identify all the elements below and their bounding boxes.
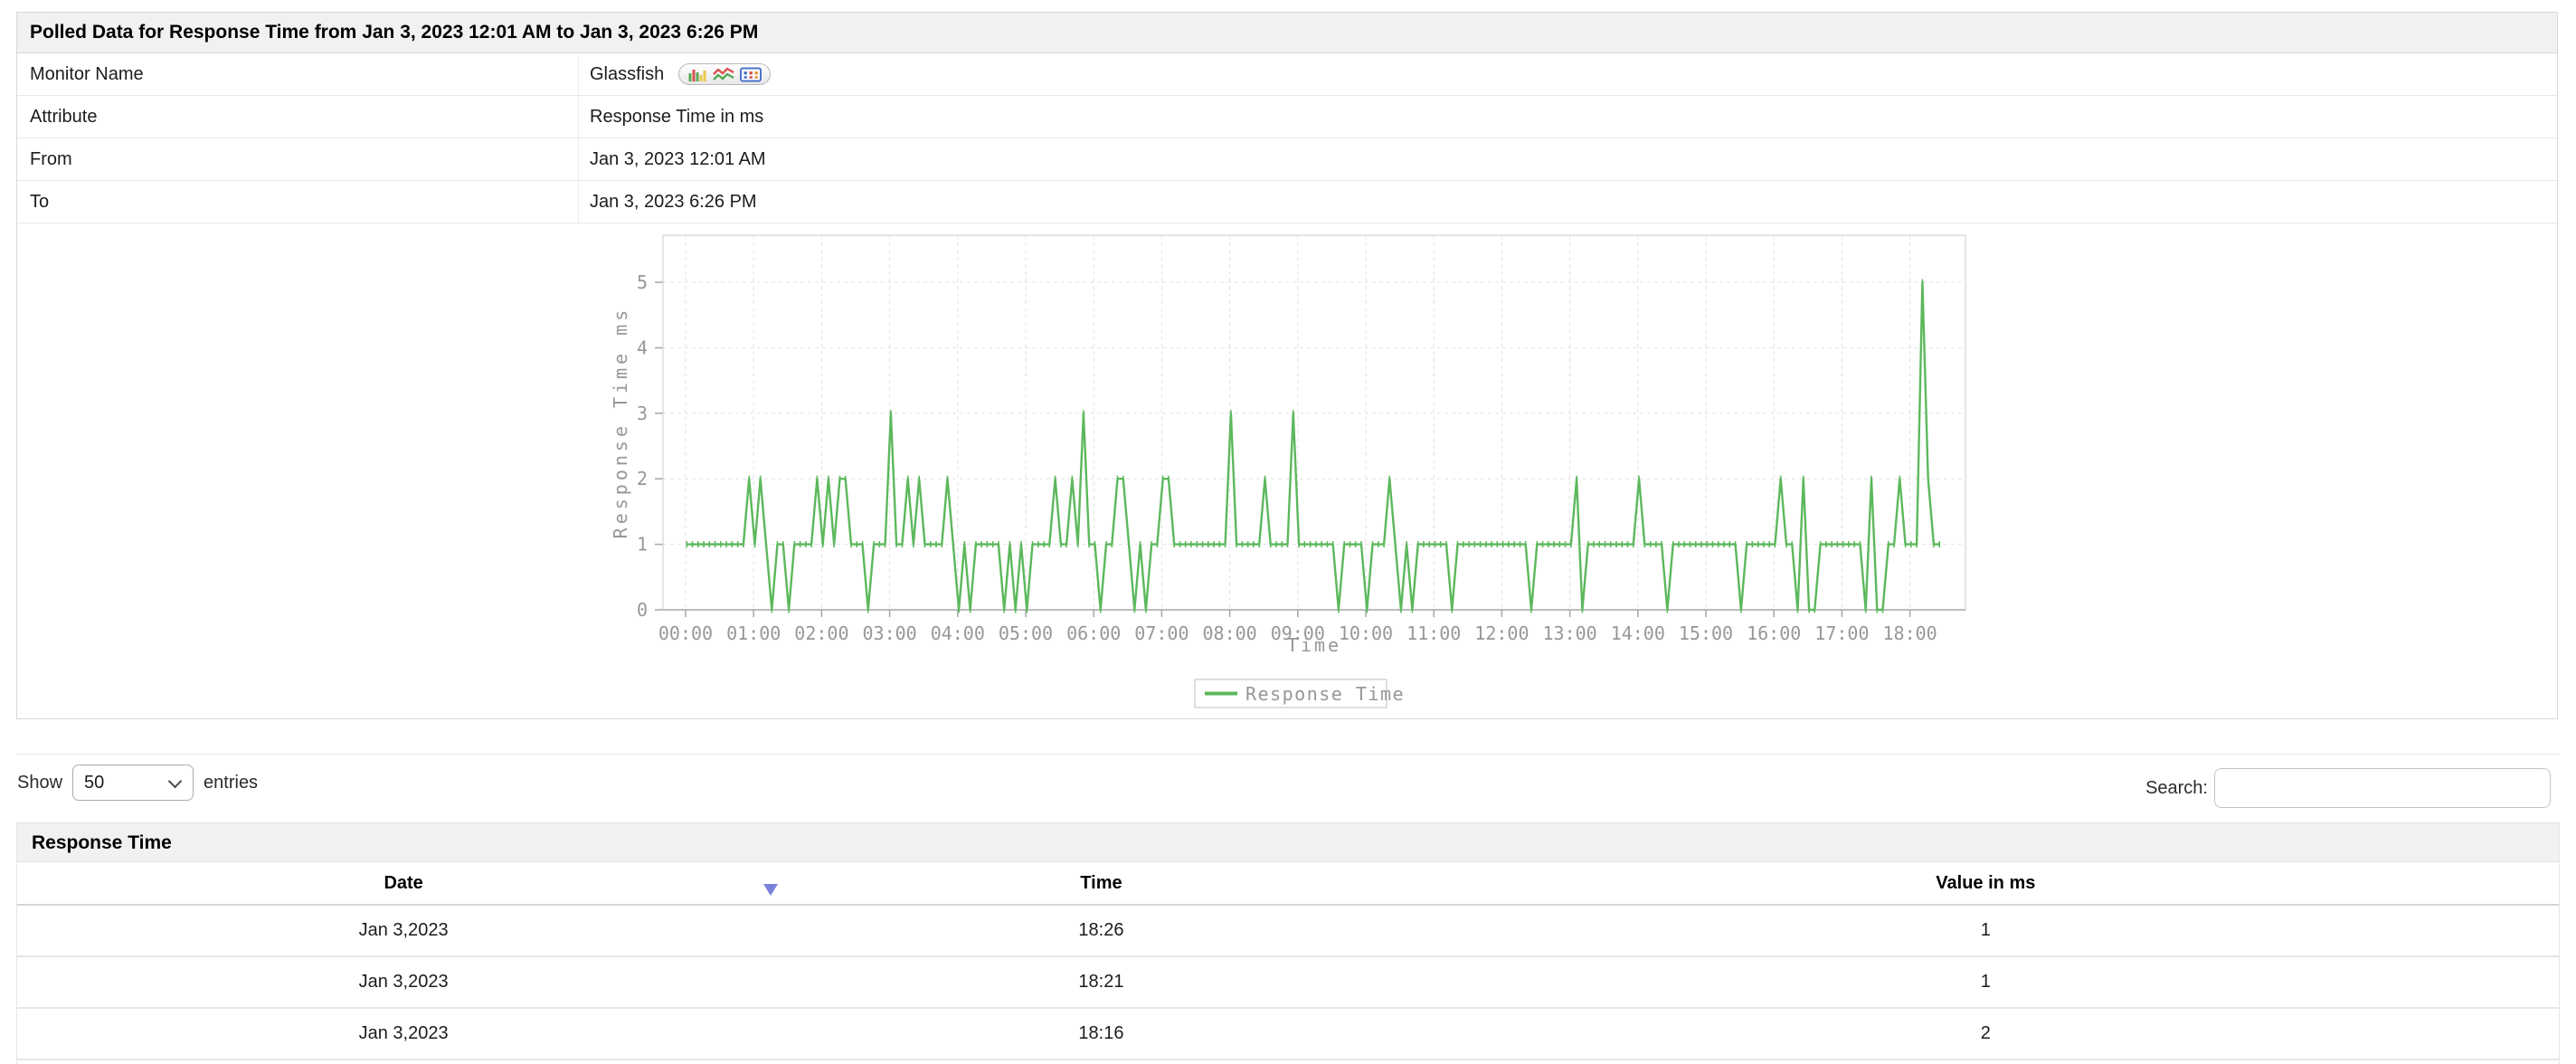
entries-select-wrap: 50	[72, 765, 194, 801]
results-section-title: Response Time	[17, 822, 2559, 862]
x-tick-label: 14:00	[1611, 622, 1665, 644]
x-tick-label: 02:00	[794, 622, 848, 644]
x-tick-label: 11:00	[1406, 622, 1461, 644]
legend-label: Response Time	[1245, 683, 1405, 705]
x-tick-label: 03:00	[862, 622, 916, 644]
table-row: Jan 3,2023 18:21 1	[17, 956, 2559, 1009]
attribute-value: Response Time in ms	[590, 106, 764, 127]
y-tick-label: 2	[637, 468, 648, 489]
x-tick-label: 04:00	[931, 622, 985, 644]
x-tick-label: 06:00	[1066, 622, 1121, 644]
cell-time: 18:16	[790, 1008, 1413, 1060]
table-header-row: Date Time Value in ms	[17, 862, 2559, 906]
y-tick-label: 5	[637, 271, 648, 293]
response-time-chart: 00:00 01:00 02:00 03:00 04:00 05:00 06:00 07:00…	[17, 223, 2557, 723]
cell-value: 1	[1412, 905, 2559, 957]
y-tick-label: 0	[637, 599, 648, 621]
info-label: Attribute	[30, 106, 98, 127]
search-control: Search:	[2145, 768, 2551, 808]
cell-time: 18:26	[790, 905, 1413, 957]
info-row-attribute: Attribute Response Time in ms	[17, 96, 2557, 138]
column-header-value[interactable]: Value in ms	[1412, 862, 2559, 906]
section-divider	[16, 754, 2560, 755]
search-input[interactable]	[2214, 768, 2551, 808]
x-tick-label: 10:00	[1339, 622, 1393, 644]
info-label: To	[30, 191, 50, 212]
info-row-monitor-name: Monitor Name Glassfish	[17, 53, 2557, 96]
data-grid-icon[interactable]	[740, 67, 762, 82]
cell-date: Jan 3,2023	[17, 1008, 791, 1060]
info-row-from: From Jan 3, 2023 12:01 AM	[17, 138, 2557, 181]
polled-data-card: Polled Data for Response Time from Jan 3…	[16, 12, 2558, 719]
to-value: Jan 3, 2023 6:26 PM	[590, 191, 757, 212]
sort-descending-icon[interactable]	[763, 884, 779, 896]
x-tick-label: 08:00	[1202, 622, 1256, 644]
chart-svg: 00:00 01:00 02:00 03:00 04:00 05:00 06:00 07:00…	[610, 234, 1966, 708]
cell-time: 18:21	[790, 956, 1413, 1009]
y-tick-label: 3	[637, 403, 648, 424]
x-tick-label: 15:00	[1679, 622, 1733, 644]
search-label: Search:	[2145, 777, 2208, 798]
x-tick-label: 18:00	[1882, 622, 1937, 644]
x-tick-label: 07:00	[1134, 622, 1189, 644]
info-row-to: To Jan 3, 2023 6:26 PM	[17, 181, 2557, 223]
column-header-time[interactable]: Time	[790, 862, 1413, 906]
x-axis-title: Time	[1287, 634, 1341, 656]
response-time-table: Date Time Value in ms Jan 3,2023 18:26 1…	[17, 862, 2559, 1060]
info-label: From	[30, 148, 72, 169]
x-tick-label: 17:00	[1814, 622, 1869, 644]
cell-date: Jan 3,2023	[17, 956, 791, 1009]
x-tick-label: 16:00	[1747, 622, 1801, 644]
table-row: Jan 3,2023 18:16 2	[17, 1008, 2559, 1060]
info-label: Monitor Name	[30, 63, 144, 84]
monitor-name-value: Glassfish	[590, 63, 665, 84]
x-tick-label: 13:00	[1542, 622, 1596, 644]
x-tick-label: 05:00	[999, 622, 1053, 644]
table-row: Jan 3,2023 18:26 1	[17, 905, 2559, 957]
x-tick-label: 12:00	[1474, 622, 1529, 644]
entries-label: entries	[204, 772, 259, 793]
x-tick-label: 09:00	[1271, 622, 1325, 644]
from-value: Jan 3, 2023 12:01 AM	[590, 148, 766, 169]
y-tick-label: 1	[637, 534, 648, 556]
response-time-line	[687, 280, 1940, 612]
monitor-actions-pill	[678, 63, 772, 85]
x-tick-label: 00:00	[658, 622, 713, 644]
column-header-date[interactable]: Date	[17, 862, 791, 906]
x-tick-label: 01:00	[726, 622, 781, 644]
cell-date: Jan 3,2023	[17, 905, 791, 957]
line-graph-icon[interactable]	[713, 67, 734, 82]
show-label: Show	[17, 772, 63, 793]
y-axis-title: Response Time ms	[610, 307, 631, 539]
entries-select[interactable]: 50	[72, 765, 194, 801]
page-length-control: Show 50 entries	[17, 765, 258, 801]
cell-value: 2	[1412, 1008, 2559, 1060]
data-point-markers	[686, 279, 1940, 613]
info-value: Glassfish	[578, 53, 2557, 95]
results-panel: Response Time Date Time Value in ms Jan …	[16, 822, 2560, 1064]
bar-chart-icon[interactable]	[687, 67, 707, 82]
page-title: Polled Data for Response Time from Jan 3…	[17, 13, 2557, 53]
cell-value: 1	[1412, 956, 2559, 1009]
y-tick-label: 4	[637, 337, 648, 358]
